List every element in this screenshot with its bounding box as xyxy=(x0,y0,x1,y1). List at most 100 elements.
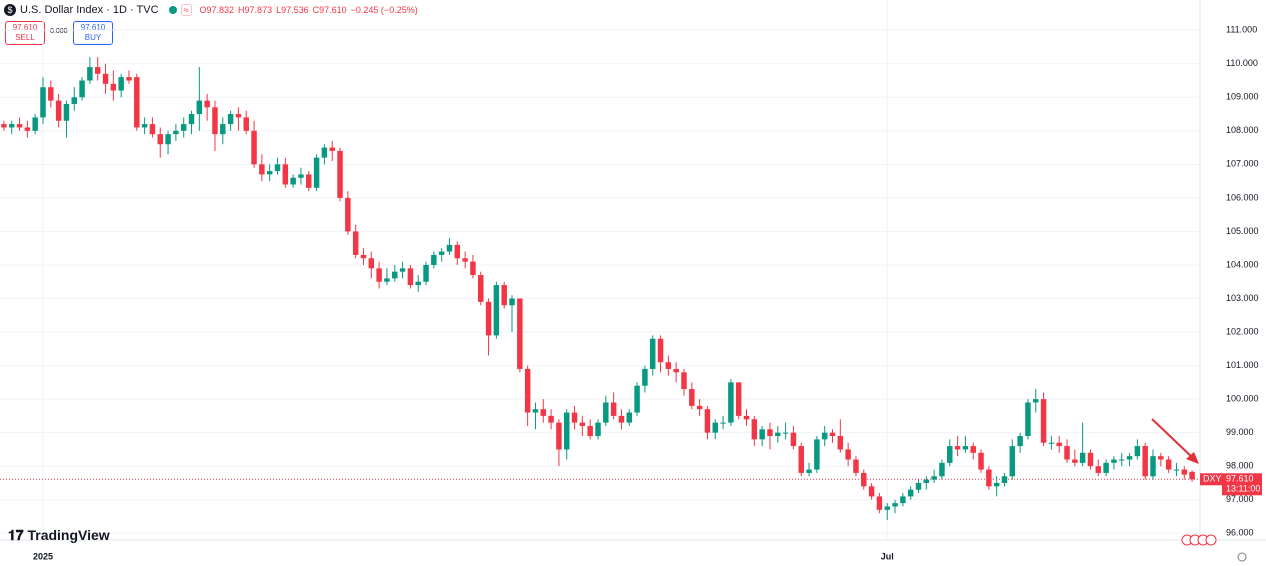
symbol[interactable]: U.S. Dollar Index · 1D · TVC xyxy=(20,4,159,16)
candle-body xyxy=(392,271,398,279)
ohlc-item: O97.832 xyxy=(199,5,235,15)
candle-body xyxy=(1095,466,1102,473)
candle-body xyxy=(970,446,976,453)
sell-button[interactable]: 97.610 SELL xyxy=(5,21,45,45)
y-tick-label: 96.000 xyxy=(1226,528,1254,538)
candle-body xyxy=(94,67,101,74)
candle-body xyxy=(1040,399,1047,443)
candle-body xyxy=(829,432,836,437)
candle-body xyxy=(493,285,500,336)
candle-body xyxy=(907,489,914,497)
header: $ U.S. Dollar Index · 1D · TVC ≈ O97.832… xyxy=(4,4,418,16)
candle-body xyxy=(884,506,890,510)
candle-body xyxy=(282,164,289,185)
candle-body xyxy=(845,449,851,460)
candle-body xyxy=(1072,459,1078,463)
candle-body xyxy=(642,368,648,386)
candle-body xyxy=(673,368,679,373)
candle-body xyxy=(1134,446,1141,457)
candle-body xyxy=(1025,402,1031,437)
candle-body xyxy=(32,117,38,131)
annotation-arrow xyxy=(1151,418,1195,460)
candle-body xyxy=(110,83,117,91)
candle-body xyxy=(407,268,414,286)
candle-body xyxy=(821,432,828,440)
candle-body xyxy=(470,261,476,276)
candle-body xyxy=(939,462,945,477)
candle-body xyxy=(501,285,507,306)
candle-body xyxy=(24,127,31,131)
candle-body xyxy=(626,412,633,423)
candle-body xyxy=(63,103,70,121)
candle-body xyxy=(517,298,523,369)
candle-body xyxy=(227,114,234,125)
compare-icon[interactable]: ≈ xyxy=(180,4,192,16)
candle-body xyxy=(251,130,257,165)
candle-body xyxy=(954,446,961,450)
candle-body xyxy=(454,244,461,259)
candle-body xyxy=(657,338,664,363)
candle-body xyxy=(947,446,953,463)
candle-body xyxy=(16,124,23,128)
candle-body xyxy=(735,382,742,416)
candle-body xyxy=(704,409,711,433)
buy-button[interactable]: 97.610 BUY xyxy=(73,21,113,45)
candle-body xyxy=(1181,469,1188,475)
candle-body xyxy=(634,385,640,413)
y-tick-label: 108.000 xyxy=(1226,125,1259,135)
candle-body xyxy=(649,338,656,369)
candle-body xyxy=(337,150,343,198)
symbol-icon: $ xyxy=(4,4,16,16)
y-tick-label: 100.000 xyxy=(1226,394,1259,404)
candle-body xyxy=(524,368,531,413)
candle-body xyxy=(798,446,804,473)
candle-body xyxy=(196,100,203,115)
candle-body xyxy=(274,164,281,172)
candle-body xyxy=(243,117,249,131)
settings-icon[interactable] xyxy=(1237,552,1247,562)
candle-body xyxy=(1001,476,1008,483)
candle-body xyxy=(446,244,453,252)
candle-body xyxy=(313,157,320,188)
price-tag-price: 97.610 xyxy=(1226,474,1254,484)
candle-body xyxy=(290,177,296,185)
candle-body xyxy=(775,432,781,437)
candle-body xyxy=(1033,399,1039,403)
candle-body xyxy=(220,124,226,135)
candle-body xyxy=(48,87,54,101)
candle-body xyxy=(165,134,171,145)
candle-body xyxy=(180,124,187,131)
y-tick-label: 97.000 xyxy=(1226,494,1254,504)
x-tick-label: 2025 xyxy=(33,551,53,561)
candle-body xyxy=(759,429,765,440)
candle-body xyxy=(861,472,867,487)
candle-body xyxy=(790,432,797,447)
y-tick-label: 110.000 xyxy=(1226,58,1258,68)
candle-body xyxy=(587,425,593,437)
x-tick-label: Jul xyxy=(881,551,894,561)
candle-body xyxy=(157,134,163,145)
candle-body xyxy=(540,409,547,416)
y-tick-label: 99.000 xyxy=(1226,427,1254,437)
brand-logo: 𝟏𝟕 TradingView xyxy=(8,527,110,543)
candle-body xyxy=(1189,471,1195,480)
candle-body xyxy=(618,415,625,423)
ohlc: O97.832 H97.873 L97.536 C97.610 −0.245 (… xyxy=(200,5,418,15)
candle-body xyxy=(360,254,367,259)
candle-body xyxy=(993,482,1000,487)
candle-body xyxy=(1,124,7,128)
candle-body xyxy=(837,436,844,450)
candle-body xyxy=(188,114,195,125)
candle-body xyxy=(1048,442,1055,444)
candle-body xyxy=(368,258,375,269)
candle-body xyxy=(321,147,328,158)
candle-body xyxy=(1103,462,1109,473)
status-dot xyxy=(168,6,177,14)
candle-body xyxy=(1079,452,1086,463)
candle-body xyxy=(431,254,437,265)
candle-body xyxy=(689,389,695,406)
candle-body xyxy=(87,67,93,81)
candle-body xyxy=(55,100,62,121)
candle-body xyxy=(782,432,789,434)
ohlc-item: H97.873 xyxy=(238,5,273,15)
